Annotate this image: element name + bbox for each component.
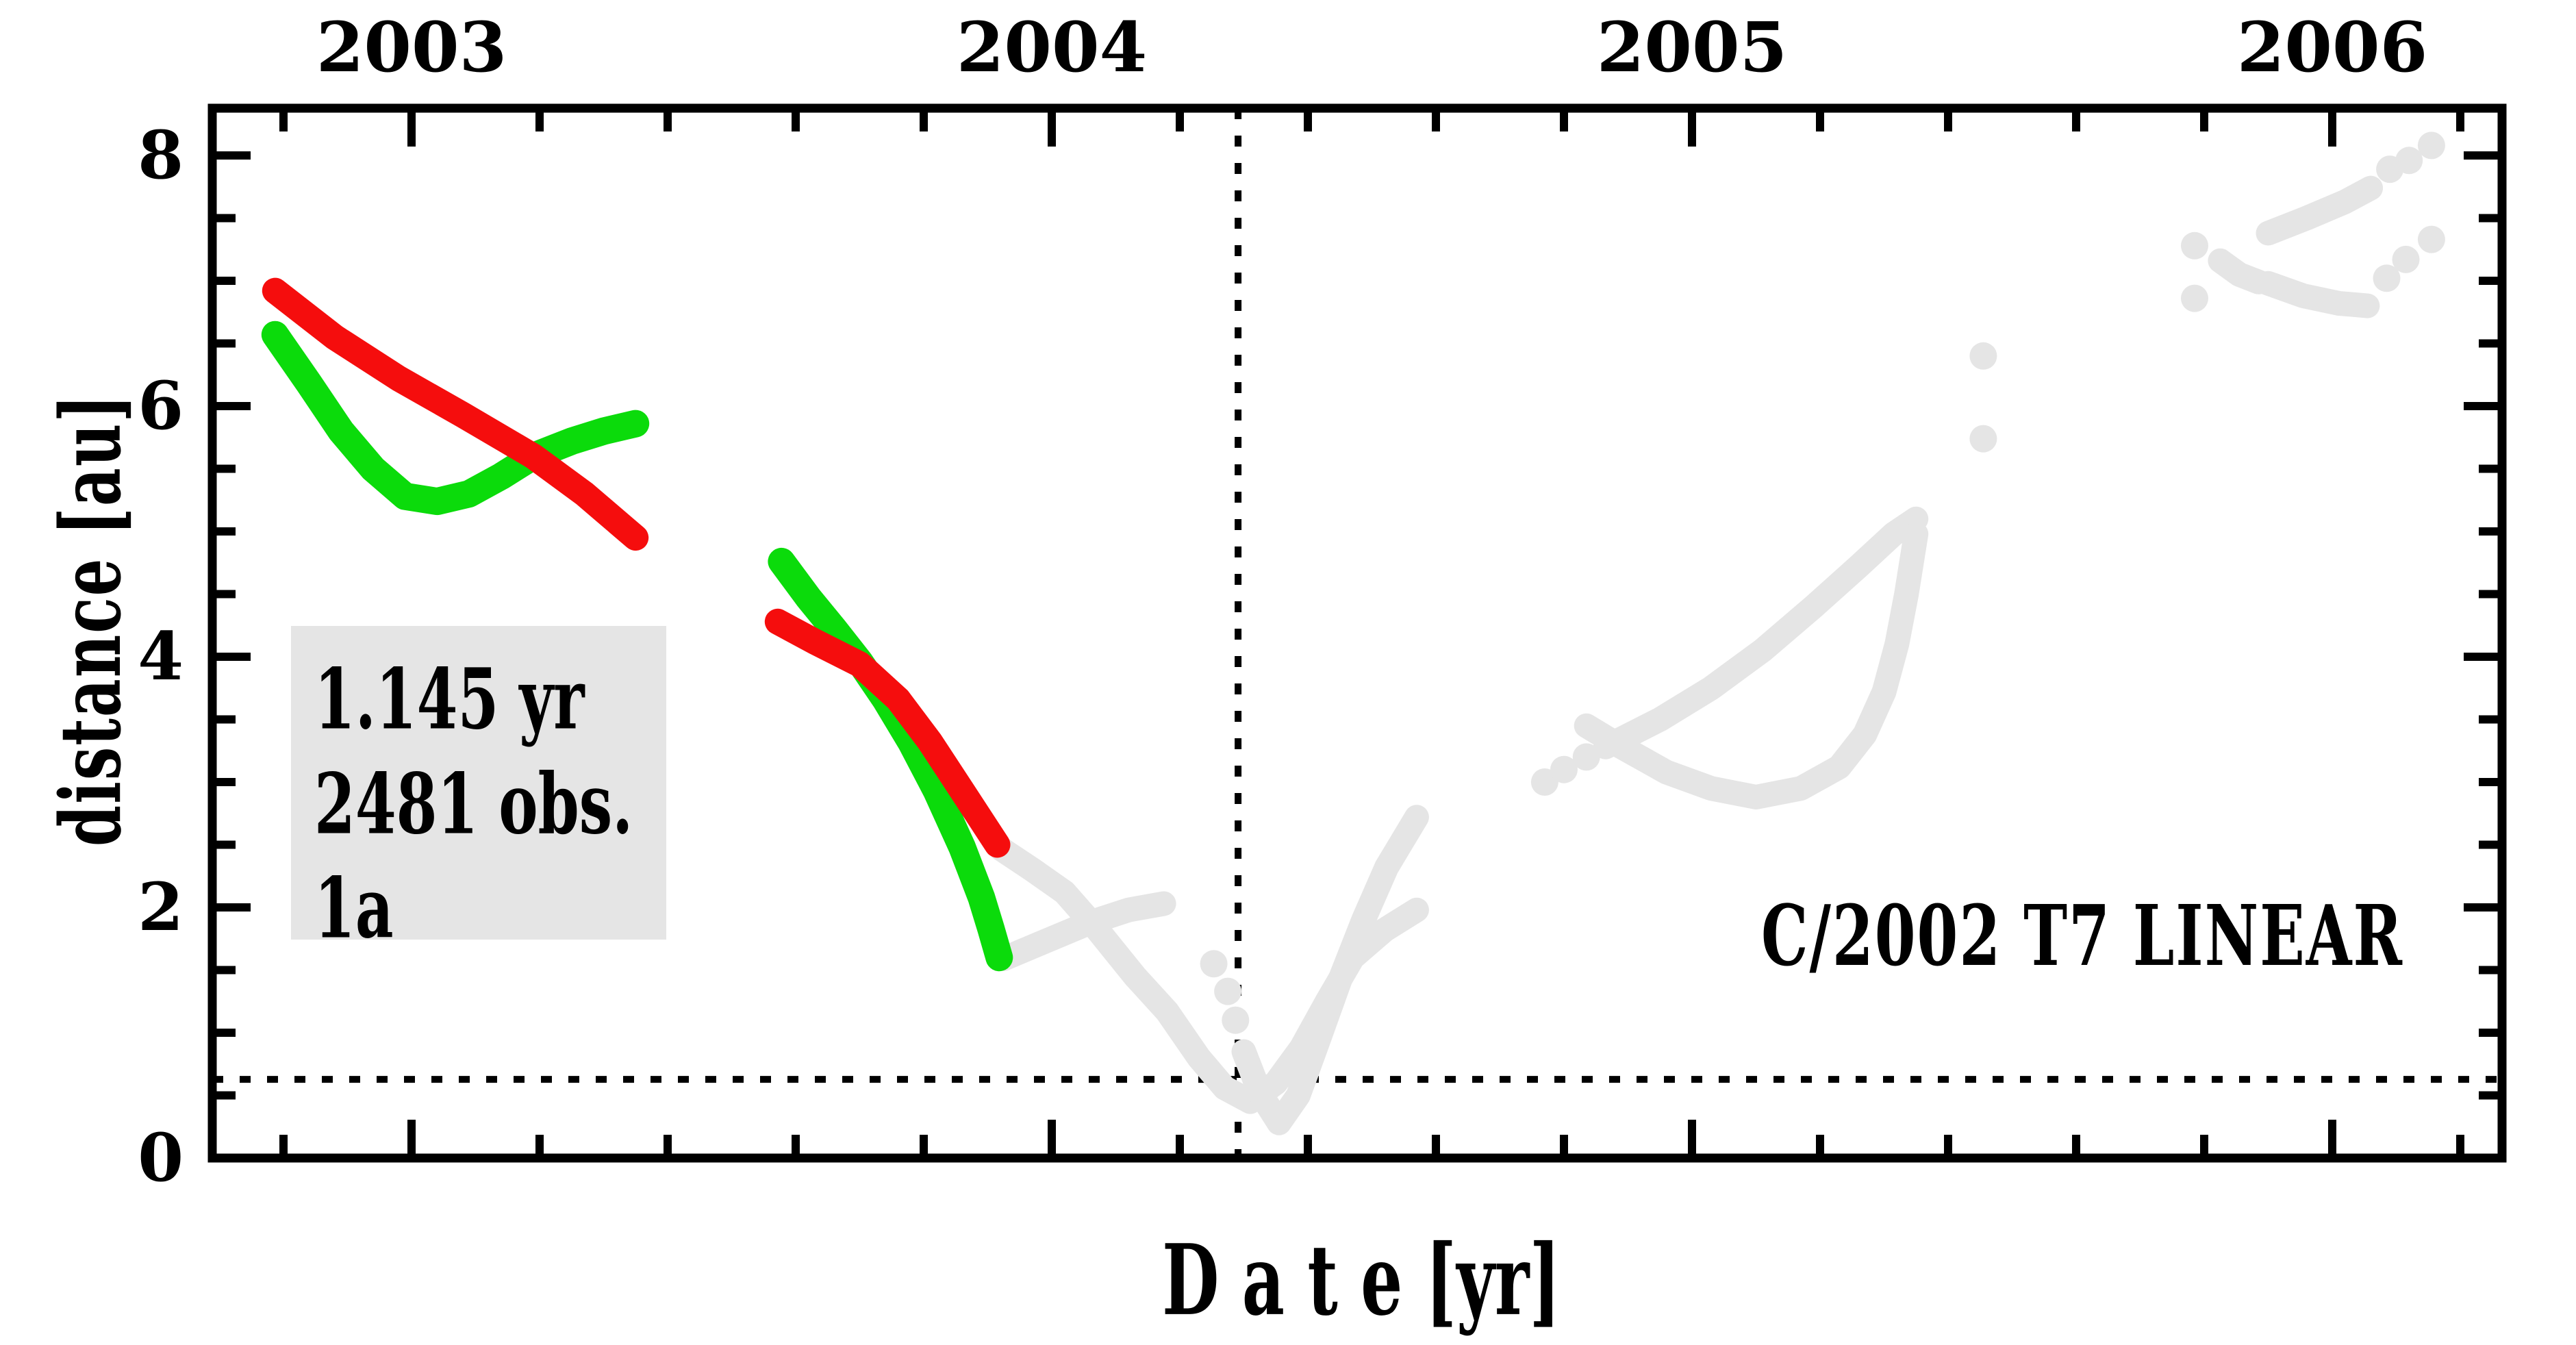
x-tick-label-2003: 2003 xyxy=(316,7,507,88)
gray-model-dot-5 xyxy=(1550,755,1578,783)
red-heliocentric-curve-1 xyxy=(262,277,649,551)
gray-model-dot-16 xyxy=(2417,131,2445,160)
gray-model-curve-6 xyxy=(2208,248,2271,294)
plot-frame xyxy=(207,103,2507,1163)
gray-model-dot-6 xyxy=(1572,743,1600,771)
x-axis-title: D a t e [yr] xyxy=(1162,1222,1561,1337)
gray-model-dot-7 xyxy=(1969,342,1997,370)
stats-period: 1.145 yr xyxy=(314,650,585,749)
y-tick-label-4: 4 xyxy=(138,618,184,695)
green-geocentric-curve-1 xyxy=(261,320,650,516)
gray-model-dot-12 xyxy=(2392,245,2420,273)
y-tick-label-0: 0 xyxy=(138,1119,184,1196)
red-heliocentric-curve-2 xyxy=(764,608,1011,858)
gray-model-dot-2 xyxy=(1214,977,1242,1005)
x-tick-label-2006: 2006 xyxy=(2236,7,2428,88)
gray-model-dot-1 xyxy=(1200,950,1228,978)
x-tick-label-2004: 2004 xyxy=(956,7,1148,88)
stats-solution-id: 1a xyxy=(314,859,394,958)
gray-model-dot-10 xyxy=(2181,284,2208,312)
y-tick-label-2: 2 xyxy=(138,868,184,946)
gray-model-dot-8 xyxy=(1969,425,1997,453)
y-axis-title: distance [au] xyxy=(42,393,140,846)
gray-model-dot-3 xyxy=(1222,1006,1250,1034)
stats-box-bg xyxy=(291,626,666,940)
gray-model-curve-4 xyxy=(1593,506,1929,759)
y-tick-label-6: 6 xyxy=(138,367,184,444)
stats-box: 1.145 yr 2481 obs. 1a xyxy=(291,626,666,957)
stats-observations: 2481 obs. xyxy=(314,755,633,854)
gray-model-curve-5 xyxy=(1574,521,1929,809)
gray-model-dot-13 xyxy=(2417,225,2445,253)
gray-model-dot-11 xyxy=(2373,264,2401,292)
gray-model-curve-7 xyxy=(2256,175,2384,246)
gray-model-dot-9 xyxy=(2181,231,2208,260)
x-tick-label-2005: 2005 xyxy=(1596,7,1788,88)
gray-model-curve-3 xyxy=(1231,805,1429,1135)
comet-name-label: C/2002 T7 LINEAR xyxy=(1761,887,2403,985)
green-geocentric-curve-2 xyxy=(768,547,1013,972)
y-tick-label-8: 8 xyxy=(138,116,184,194)
gray-model-dot-15 xyxy=(2395,147,2423,175)
gray-model-curve-8 xyxy=(2256,271,2380,318)
